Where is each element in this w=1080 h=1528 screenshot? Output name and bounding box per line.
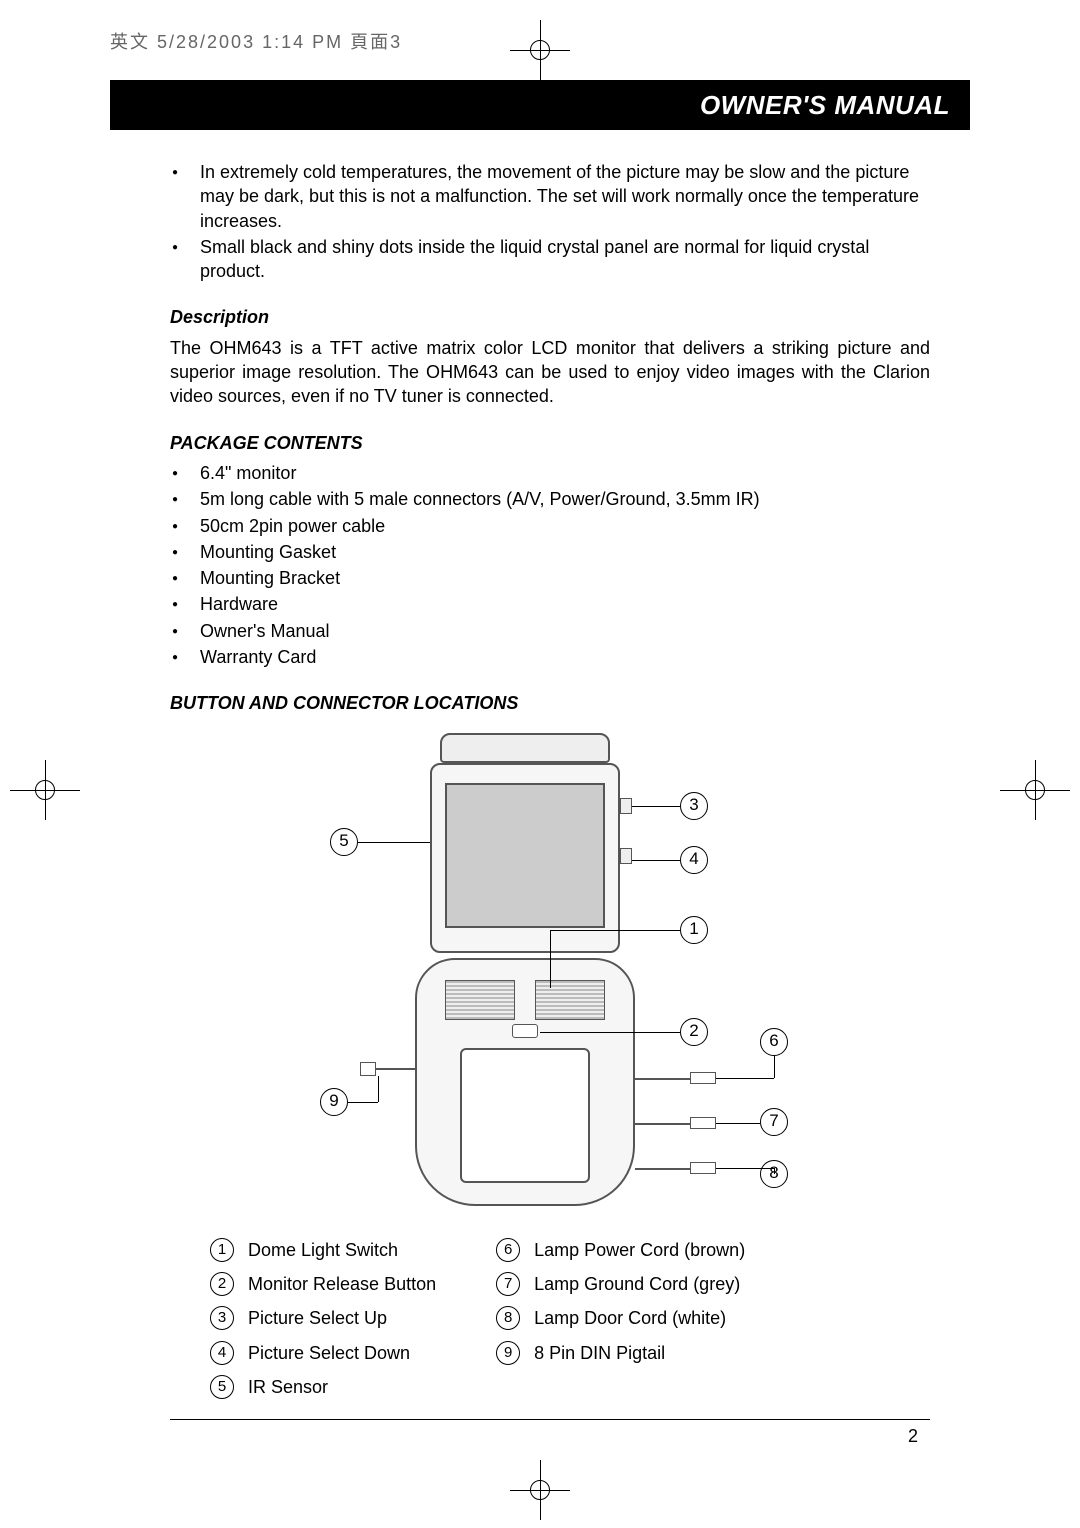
section-heading-description: Description: [170, 305, 930, 329]
legend-text: Dome Light Switch: [248, 1238, 398, 1262]
legend-row: 3 Picture Select Up: [210, 1306, 436, 1330]
callout-label: 2: [689, 1020, 698, 1043]
legend-num: 2: [210, 1272, 234, 1296]
legend-num: 5: [210, 1375, 234, 1399]
leader-line: [540, 1032, 680, 1033]
callout-4: 4: [680, 846, 708, 874]
list-item: 6.4" monitor: [200, 461, 930, 485]
title-bar: OWNER'S MANUAL: [110, 80, 970, 130]
device-illustration: [400, 728, 650, 1208]
list-item: Owner's Manual: [200, 619, 930, 643]
crop-mark-left: [10, 750, 80, 830]
callout-label: 4: [689, 848, 698, 871]
legend-text: IR Sensor: [248, 1375, 328, 1399]
legend-row: 5 IR Sensor: [210, 1375, 436, 1399]
leader-line: [550, 930, 551, 988]
list-item: Mounting Gasket: [200, 540, 930, 564]
callout-5: 5: [330, 828, 358, 856]
legend-text: 8 Pin DIN Pigtail: [534, 1341, 665, 1365]
body: In extremely cold temperatures, the move…: [110, 130, 970, 1448]
list-item: In extremely cold temperatures, the move…: [200, 160, 930, 233]
callout-7: 7: [760, 1108, 788, 1136]
legend: 1 Dome Light Switch 2 Monitor Release Butt…: [170, 1238, 930, 1399]
leader-line: [774, 1168, 775, 1174]
section-heading-buttons: BUTTON AND CONNECTOR LOCATIONS: [170, 691, 930, 715]
package-list: 6.4" monitor 5m long cable with 5 male c…: [170, 461, 930, 669]
callout-6: 6: [760, 1028, 788, 1056]
callout-label: 3: [689, 794, 698, 817]
legend-num: 8: [496, 1306, 520, 1330]
leader-line: [716, 1123, 760, 1124]
page-number: 2: [170, 1420, 930, 1448]
title-text: OWNER'S MANUAL: [700, 90, 950, 121]
legend-num: 7: [496, 1272, 520, 1296]
legend-row: 2 Monitor Release Button: [210, 1272, 436, 1296]
legend-text: Picture Select Up: [248, 1306, 387, 1330]
callout-3: 3: [680, 792, 708, 820]
legend-text: Picture Select Down: [248, 1341, 410, 1365]
crop-mark-right: [1000, 750, 1070, 830]
list-item: Hardware: [200, 592, 930, 616]
legend-row: 6 Lamp Power Cord (brown): [496, 1238, 745, 1262]
callout-8: 8: [760, 1160, 788, 1188]
callout-label: 8: [769, 1162, 778, 1185]
legend-num: 6: [496, 1238, 520, 1262]
leader-line: [358, 842, 430, 843]
legend-text: Lamp Door Cord (white): [534, 1306, 726, 1330]
list-item: Mounting Bracket: [200, 566, 930, 590]
legend-row: 1 Dome Light Switch: [210, 1238, 436, 1262]
legend-row: 8 Lamp Door Cord (white): [496, 1306, 745, 1330]
list-item: Small black and shiny dots inside the li…: [200, 235, 930, 284]
leader-line: [348, 1102, 378, 1103]
page: 英文 5/28/2003 1:14 PM 頁面3 OWNER'S MANUAL …: [0, 0, 1080, 1528]
crop-mark-top: [500, 20, 580, 80]
description-text: The OHM643 is a TFT active matrix color …: [170, 336, 930, 409]
callout-label: 1: [689, 918, 698, 941]
callout-label: 9: [329, 1090, 338, 1113]
callout-label: 6: [769, 1030, 778, 1053]
content-frame: OWNER'S MANUAL In extremely cold tempera…: [110, 80, 970, 1448]
leader-line: [632, 806, 680, 807]
leader-line: [550, 930, 680, 931]
legend-col-right: 6 Lamp Power Cord (brown) 7 Lamp Ground Co…: [496, 1238, 745, 1399]
legend-num: 4: [210, 1341, 234, 1365]
leader-line: [378, 1076, 379, 1102]
leader-line: [632, 860, 680, 861]
leader-line: [716, 1168, 774, 1169]
list-item: 5m long cable with 5 male connectors (A/…: [200, 487, 930, 511]
legend-row: 9 8 Pin DIN Pigtail: [496, 1341, 745, 1365]
diagram: 5 3 4 1 2 9 6: [270, 728, 830, 1228]
callout-label: 5: [339, 830, 348, 853]
list-item: 50cm 2pin power cable: [200, 514, 930, 538]
callout-label: 7: [769, 1110, 778, 1133]
callout-1: 1: [680, 916, 708, 944]
leader-line: [774, 1056, 775, 1078]
legend-row: 4 Picture Select Down: [210, 1341, 436, 1365]
callout-2: 2: [680, 1018, 708, 1046]
legend-text: Lamp Power Cord (brown): [534, 1238, 745, 1262]
legend-text: Lamp Ground Cord (grey): [534, 1272, 740, 1296]
legend-col-left: 1 Dome Light Switch 2 Monitor Release Butt…: [210, 1238, 436, 1399]
legend-num: 3: [210, 1306, 234, 1330]
crop-mark-bottom: [500, 1460, 580, 1520]
leader-line: [716, 1078, 774, 1079]
list-item: Warranty Card: [200, 645, 930, 669]
legend-row: 7 Lamp Ground Cord (grey): [496, 1272, 745, 1296]
legend-num: 1: [210, 1238, 234, 1262]
legend-text: Monitor Release Button: [248, 1272, 436, 1296]
callout-9: 9: [320, 1088, 348, 1116]
legend-num: 9: [496, 1341, 520, 1365]
intro-bullets: In extremely cold temperatures, the move…: [170, 160, 930, 283]
section-heading-package: PACKAGE CONTENTS: [170, 431, 930, 455]
print-header: 英文 5/28/2003 1:14 PM 頁面3: [110, 28, 402, 54]
